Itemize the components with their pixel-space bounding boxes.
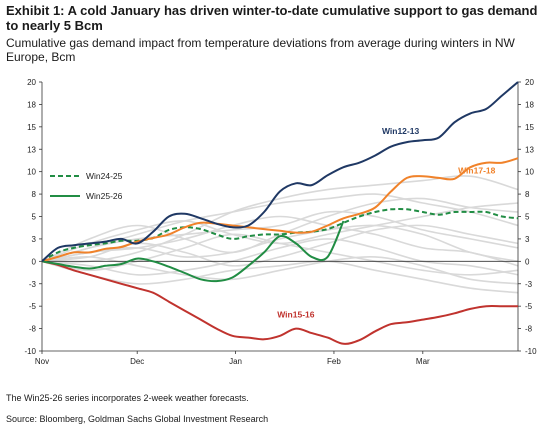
other-winter-line xyxy=(41,197,519,263)
y-tick-label-right: 0 xyxy=(525,257,530,266)
other-winter-line xyxy=(41,238,519,276)
y-tick-label-left: 5 xyxy=(32,213,37,222)
y-tick-label-right: -5 xyxy=(525,302,533,311)
annotation-win15-16: Win15-16 xyxy=(277,310,315,320)
chart-legend: Win24-25 Win25-26 xyxy=(50,171,123,201)
other-winter-line xyxy=(41,224,519,263)
y-tick-label-right: 13 xyxy=(525,145,534,154)
y-tick-label-right: 10 xyxy=(525,168,534,177)
x-tick-label: Feb xyxy=(327,357,341,366)
highlighted-series xyxy=(41,81,519,345)
series-annotations: Win12-13 Win17-18 Win15-16 xyxy=(277,126,495,320)
y-tick-label-right: 20 xyxy=(525,78,534,87)
annotation-win17-18: Win17-18 xyxy=(458,165,496,175)
y-tick-label-left: 0 xyxy=(32,257,37,266)
y-tick-label-left: 3 xyxy=(32,235,37,244)
legend-label-win25-26: Win25-26 xyxy=(86,191,123,201)
other-winter-line xyxy=(41,193,519,263)
series-line-win24-25 xyxy=(41,208,519,263)
y-tick-label-left: 10 xyxy=(27,168,36,177)
y-tick-label-right: 5 xyxy=(525,213,530,222)
line-chart: 20 20 18 18 15 15 13 13 10 10 8 8 5 5 3 3 0 0 -3 -3 -5 -5 -8 -8… xyxy=(24,78,537,366)
y-tick-label-right: 3 xyxy=(525,235,530,244)
y-tick-label-left: 15 xyxy=(27,123,36,132)
legend-label-win24-25: Win24-25 xyxy=(86,171,123,181)
y-tick-label-left: -8 xyxy=(29,325,37,334)
series-line-win15-16 xyxy=(41,260,518,345)
series-line-win25-26 xyxy=(41,220,345,283)
y-tick-label-left: 20 xyxy=(27,78,36,87)
y-tick-label-right: -8 xyxy=(525,325,533,334)
other-winter-line xyxy=(41,260,519,294)
x-tick-label: Mar xyxy=(416,357,430,366)
series-line-win12-13 xyxy=(41,81,519,263)
x-tick-label: Jan xyxy=(229,357,242,366)
x-tick-label: Nov xyxy=(35,357,49,366)
y-tick-label-right: 15 xyxy=(525,123,534,132)
y-tick-label-left: 8 xyxy=(32,190,37,199)
chart-axes: 20 20 18 18 15 15 13 13 10 10 8 8 5 5 3 3 0 0 -3 -3 -5 -5 -8 -8… xyxy=(24,78,537,366)
other-winter-line xyxy=(41,215,519,267)
y-tick-label-left: -3 xyxy=(29,280,37,289)
y-tick-label-right: -10 xyxy=(525,347,537,356)
annotation-win12-13: Win12-13 xyxy=(382,126,420,136)
source-note: Source: Bloomberg, Goldman Sachs Global … xyxy=(6,414,269,424)
footnote: The Win25-26 series incorporates 2-week … xyxy=(6,393,249,403)
y-tick-label-right: 18 xyxy=(525,100,534,109)
chart-title: Exhibit 1: A cold January has driven win… xyxy=(6,3,538,33)
y-tick-label-left: 13 xyxy=(27,145,36,154)
y-tick-label-left: 18 xyxy=(27,100,36,109)
x-tick-label: Dec xyxy=(130,357,144,366)
chart-subtitle: Cumulative gas demand impact from temper… xyxy=(6,36,515,64)
other-winter-line xyxy=(41,175,519,263)
y-tick-label-left: -10 xyxy=(24,347,36,356)
series-line-win17-18 xyxy=(41,157,519,263)
y-tick-label-right: 8 xyxy=(525,190,530,199)
y-tick-label-left: -5 xyxy=(29,302,37,311)
y-tick-label-right: -3 xyxy=(525,280,533,289)
other-winter-line xyxy=(41,202,519,263)
